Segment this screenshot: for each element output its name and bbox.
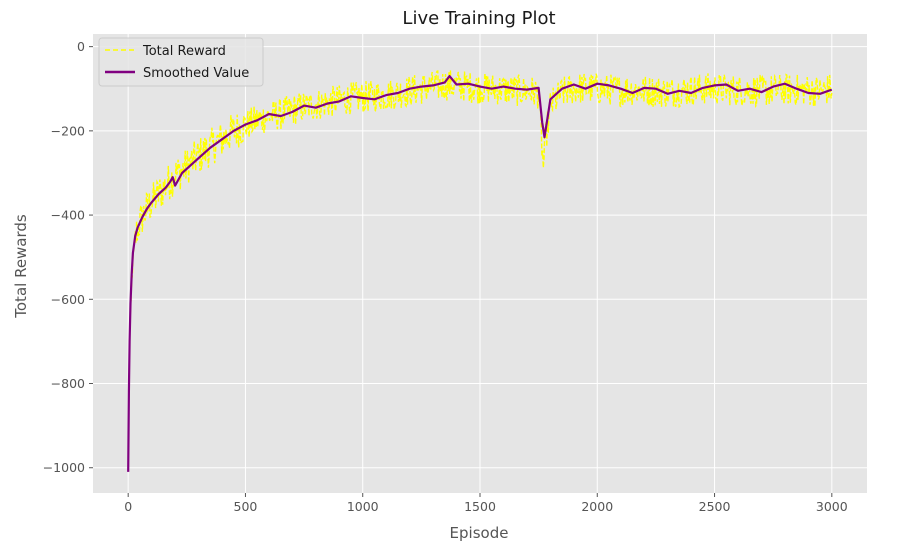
- y-tick-label: −800: [51, 376, 85, 391]
- x-tick-label: 2000: [581, 499, 613, 514]
- y-tick-label: 0: [77, 39, 85, 54]
- x-tick-label: 1000: [347, 499, 379, 514]
- legend-label-smoothed-value: Smoothed Value: [143, 66, 249, 81]
- legend-label-total-reward: Total Reward: [142, 44, 226, 59]
- x-tick-label: 3000: [816, 499, 848, 514]
- x-tick-label: 0: [124, 499, 132, 514]
- x-axis-label: Episode: [450, 524, 509, 542]
- y-tick-label: −400: [51, 208, 85, 223]
- y-axis-label: Total Rewards: [12, 214, 30, 319]
- x-tick-label: 2500: [699, 499, 731, 514]
- legend-box: [98, 37, 264, 87]
- series-smoothed-value: [127, 75, 833, 472]
- series-total-reward: [127, 70, 833, 470]
- x-tick-label: 1500: [464, 499, 496, 514]
- y-tick-label: −200: [51, 123, 85, 138]
- y-tick-label: −600: [51, 292, 85, 307]
- chart-title: Live Training Plot: [402, 8, 555, 29]
- series-layer: [127, 70, 833, 472]
- tick-labels: 0 500 1000 1500 2000 2500 3000 0 −200 −400 −600 −80…: [43, 39, 848, 514]
- legend: Total Reward Smoothed Value: [98, 37, 264, 87]
- y-tick-label: −1000: [43, 460, 85, 475]
- x-tick-label: 500: [234, 499, 258, 514]
